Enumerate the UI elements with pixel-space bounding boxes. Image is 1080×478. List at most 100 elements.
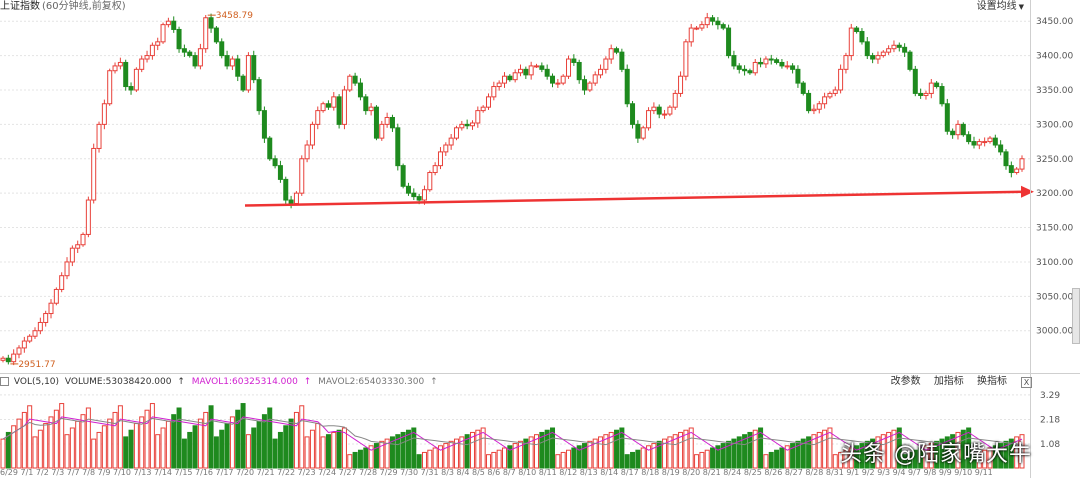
candle-body xyxy=(16,347,22,355)
candle-body xyxy=(443,144,449,153)
volume-bar xyxy=(806,436,812,469)
candle-body xyxy=(507,75,513,81)
indicator-tools: 改参数 加指标 换指标 xyxy=(884,375,1010,389)
volume-bar xyxy=(421,451,427,469)
candle-body xyxy=(213,27,219,43)
panel-divider[interactable] xyxy=(0,373,1080,374)
volume-bar xyxy=(843,449,849,469)
candle-body xyxy=(827,92,833,98)
candle-body xyxy=(485,96,491,108)
candle-body xyxy=(784,65,790,68)
price-tick-label: 3000.00 xyxy=(1036,327,1073,337)
volume-tick-label: 2.18 xyxy=(1040,416,1060,426)
candle-body xyxy=(907,51,913,70)
candle-body xyxy=(763,58,769,65)
volume-bar xyxy=(368,445,374,469)
volume-bar xyxy=(53,409,59,469)
volume-bar xyxy=(427,449,433,469)
price-tick-label: 3250.00 xyxy=(1036,155,1073,165)
candle-body xyxy=(171,20,177,30)
candle-body xyxy=(59,275,65,290)
volume-bar xyxy=(726,440,732,469)
candle-body xyxy=(731,55,737,67)
volume-bar xyxy=(155,434,161,469)
ma-settings-dropdown[interactable]: 设置均线 ▼ xyxy=(977,0,1024,14)
volume-bar xyxy=(32,436,38,469)
candle-body xyxy=(331,96,337,108)
change-indicator-button[interactable]: 换指标 xyxy=(977,376,1007,387)
volume-bar xyxy=(181,438,187,469)
candle-body xyxy=(800,82,806,94)
candle-body xyxy=(133,68,139,91)
candle-body xyxy=(80,233,86,246)
candle-body xyxy=(480,106,486,112)
candle-body xyxy=(5,357,11,363)
volume-bar xyxy=(646,445,652,469)
volume-bar xyxy=(363,447,369,469)
candle-body xyxy=(352,75,358,84)
trend-arrow-head xyxy=(1021,185,1034,198)
volume-bar xyxy=(149,403,155,469)
volume-header: VOL(5,10) VOLUME:53038420.000 ↑ MAVOL1:6… xyxy=(0,375,1032,389)
volume-bar xyxy=(235,409,241,469)
volume-bar xyxy=(939,438,945,469)
volume-bar xyxy=(192,425,198,469)
candle-body xyxy=(998,144,1004,153)
candle-body xyxy=(880,51,886,57)
candle-body xyxy=(373,106,379,139)
volume-bar xyxy=(347,454,353,469)
candle-body xyxy=(571,58,577,63)
candle-body xyxy=(726,27,732,57)
volume-bar xyxy=(720,443,726,469)
candle-body xyxy=(251,55,257,81)
volume-bar xyxy=(373,443,379,469)
candle-body xyxy=(518,68,524,74)
candle-body xyxy=(491,86,497,98)
candle-body xyxy=(1008,165,1014,174)
candle-body xyxy=(555,82,561,85)
low-value-label: 2951.77 xyxy=(18,360,55,370)
candle-body xyxy=(715,20,721,26)
candle-body xyxy=(85,199,91,235)
volume-bar xyxy=(27,405,33,469)
candle-body xyxy=(1019,158,1025,170)
edit-params-button[interactable]: 改参数 xyxy=(890,376,921,387)
scroll-handle[interactable] xyxy=(1072,288,1080,344)
candles-group xyxy=(0,12,1025,366)
volume-bar xyxy=(251,427,257,469)
volume-bar xyxy=(982,449,988,469)
collapse-box-icon[interactable] xyxy=(0,377,9,386)
candle-body xyxy=(955,123,961,136)
candle-body xyxy=(736,65,742,70)
candle-body xyxy=(544,68,550,77)
candle-body xyxy=(790,65,796,70)
candle-body xyxy=(635,123,641,139)
volume-bar xyxy=(934,440,940,469)
volume-bar xyxy=(662,438,668,469)
add-indicator-button[interactable]: 加指标 xyxy=(933,376,964,387)
candle-body xyxy=(357,82,363,98)
candle-body xyxy=(469,122,475,127)
volume-bar xyxy=(576,445,582,469)
candle-body xyxy=(608,48,614,60)
candle-body xyxy=(720,24,726,29)
volume-bar xyxy=(443,443,449,469)
volume-bar xyxy=(891,429,897,469)
candle-body xyxy=(27,335,33,342)
candle-body xyxy=(43,313,49,323)
volume-bar xyxy=(784,445,790,469)
volume-chart[interactable]: 3.29 2.18 1.08 xyxy=(0,388,1080,478)
price-tick-label: 3050.00 xyxy=(1036,292,1073,302)
candle-body xyxy=(1003,151,1009,167)
candle-body xyxy=(864,41,870,57)
candle-body xyxy=(37,321,43,332)
volume-bar xyxy=(101,425,107,469)
candle-body xyxy=(934,82,940,88)
candle-body xyxy=(603,58,609,70)
candle-body xyxy=(341,89,347,125)
candle-body xyxy=(646,110,652,129)
mavol2-line xyxy=(2,417,1023,446)
close-icon[interactable]: X xyxy=(1021,377,1032,388)
candlestick-chart[interactable]: 3450.00 3400.00 3350.00 3300.00 3250.00 3200.… xyxy=(0,0,1080,374)
candle-body xyxy=(144,55,150,60)
